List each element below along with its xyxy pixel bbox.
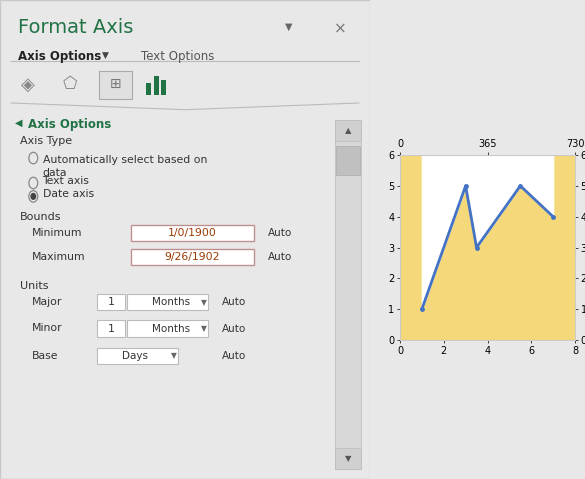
Text: Axis Options: Axis Options: [19, 50, 102, 63]
Text: Minimum: Minimum: [32, 228, 82, 238]
Text: ▼: ▼: [201, 324, 207, 333]
Text: Base: Base: [32, 351, 58, 361]
Text: Major: Major: [32, 297, 62, 307]
Text: Auto: Auto: [222, 324, 246, 333]
FancyBboxPatch shape: [130, 225, 254, 241]
Text: ▼: ▼: [171, 352, 177, 360]
Text: Text Options: Text Options: [140, 50, 214, 63]
FancyBboxPatch shape: [97, 294, 125, 310]
Text: 9/26/1902: 9/26/1902: [164, 252, 220, 262]
FancyBboxPatch shape: [146, 83, 152, 95]
FancyBboxPatch shape: [130, 249, 254, 265]
Text: Axis Type: Axis Type: [20, 136, 73, 146]
Text: Auto: Auto: [269, 228, 292, 238]
Text: Auto: Auto: [222, 351, 246, 361]
FancyBboxPatch shape: [127, 320, 208, 337]
Text: ⊞: ⊞: [109, 77, 121, 91]
Text: Format Axis: Format Axis: [19, 18, 134, 37]
Text: 1: 1: [108, 324, 115, 333]
Text: ▼: ▼: [345, 455, 351, 463]
FancyBboxPatch shape: [127, 294, 208, 310]
FancyBboxPatch shape: [97, 320, 125, 337]
Circle shape: [31, 194, 36, 199]
Text: Months: Months: [153, 297, 191, 307]
Text: Auto: Auto: [269, 252, 292, 262]
FancyBboxPatch shape: [97, 348, 178, 364]
Text: ▼: ▼: [102, 51, 109, 60]
Text: Auto: Auto: [222, 297, 246, 307]
Text: Bounds: Bounds: [20, 212, 62, 222]
Text: ▼: ▼: [201, 298, 207, 307]
Text: Axis Options: Axis Options: [27, 118, 111, 131]
FancyBboxPatch shape: [335, 120, 361, 469]
Text: Automatically select based on
data: Automatically select based on data: [43, 155, 207, 178]
Text: ▲: ▲: [345, 126, 351, 135]
Text: Units: Units: [20, 281, 49, 291]
FancyBboxPatch shape: [336, 146, 360, 175]
Text: ⬠: ⬠: [63, 75, 78, 93]
Text: ▼: ▼: [285, 22, 292, 32]
Text: Days: Days: [122, 351, 148, 361]
Text: 1: 1: [108, 297, 115, 307]
FancyBboxPatch shape: [161, 80, 166, 95]
Text: ◀: ◀: [15, 118, 22, 128]
FancyBboxPatch shape: [335, 120, 361, 141]
Text: ◈: ◈: [21, 75, 35, 93]
FancyBboxPatch shape: [99, 71, 132, 99]
Text: Text axis: Text axis: [43, 176, 90, 186]
Text: Months: Months: [153, 324, 191, 333]
Text: Date axis: Date axis: [43, 190, 94, 199]
Text: ×: ×: [334, 22, 347, 36]
Text: Maximum: Maximum: [32, 252, 85, 262]
FancyBboxPatch shape: [335, 448, 361, 469]
FancyBboxPatch shape: [153, 76, 159, 95]
FancyBboxPatch shape: [0, 0, 370, 479]
Text: Minor: Minor: [32, 323, 62, 333]
Text: 1/0/1900: 1/0/1900: [168, 228, 217, 238]
